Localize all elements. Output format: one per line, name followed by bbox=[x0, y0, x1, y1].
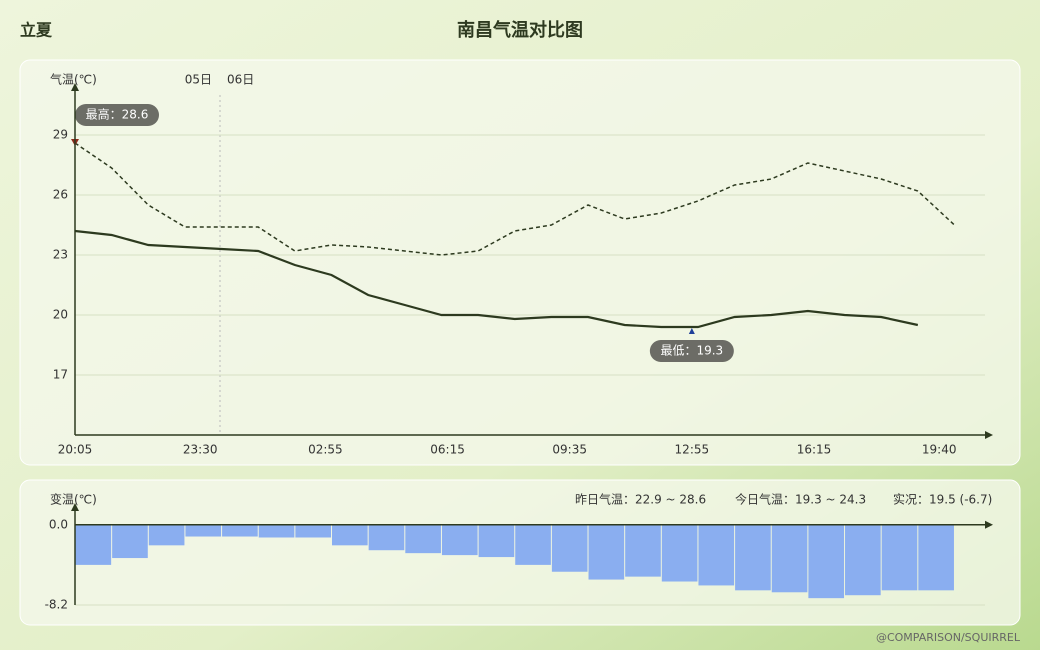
bar bbox=[625, 524, 661, 577]
bar bbox=[295, 524, 332, 538]
bar bbox=[808, 524, 845, 599]
bar bbox=[75, 524, 112, 565]
y-axis-arrow bbox=[71, 503, 79, 511]
date-label: 05日 bbox=[185, 73, 212, 87]
line-series bbox=[74, 142, 955, 256]
bar bbox=[441, 524, 478, 556]
bar bbox=[515, 524, 551, 565]
bar bbox=[551, 524, 588, 572]
annotation-label: 最低：19.3 bbox=[660, 344, 723, 358]
bar bbox=[698, 524, 735, 586]
bar bbox=[845, 524, 881, 596]
bar bbox=[881, 524, 918, 591]
x-tick-label: 20:05 bbox=[58, 443, 93, 457]
top-panel bbox=[19, 59, 1021, 466]
bar bbox=[405, 524, 441, 554]
watermark: @COMPARISON/SQUIRREL bbox=[876, 631, 1021, 644]
bar bbox=[332, 524, 368, 546]
x-tick-label: 19:40 bbox=[922, 443, 957, 457]
summary: 今日气温：19.3 ~ 24.3 bbox=[735, 492, 866, 507]
date-label: 06日 bbox=[227, 73, 254, 87]
header-left: 立夏 bbox=[20, 21, 53, 40]
x-axis-arrow bbox=[985, 431, 993, 439]
summary: 实况：19.5 (-6.7) bbox=[893, 492, 992, 507]
y-tick-label: 26 bbox=[53, 188, 68, 202]
bar bbox=[368, 524, 405, 551]
y-axis-title: 变温(℃) bbox=[50, 492, 97, 507]
bar bbox=[661, 524, 698, 582]
y-tick-label: 17 bbox=[53, 368, 68, 382]
annotation-box bbox=[75, 104, 159, 126]
y-axis-arrow bbox=[71, 83, 79, 91]
bar bbox=[735, 524, 771, 591]
x-tick-label: 23:30 bbox=[183, 443, 218, 457]
bar bbox=[258, 524, 295, 538]
bar bbox=[918, 524, 954, 591]
x-axis-arrow bbox=[985, 520, 993, 529]
header-title: 南昌气温对比图 bbox=[457, 19, 583, 41]
summary: 昨日气温：22.9 ~ 28.6 bbox=[575, 492, 706, 507]
x-tick-label: 12:55 bbox=[675, 443, 710, 457]
y-tick-label: -8.2 bbox=[45, 598, 68, 612]
x-tick-label: 02:55 bbox=[308, 443, 343, 457]
y-tick-label: 20 bbox=[53, 308, 68, 322]
bar bbox=[771, 524, 808, 593]
x-tick-label: 06:15 bbox=[430, 443, 465, 457]
line-series bbox=[74, 229, 919, 329]
bar bbox=[588, 524, 625, 580]
x-tick-label: 16:15 bbox=[797, 443, 832, 457]
bar bbox=[478, 524, 515, 558]
bar bbox=[112, 524, 148, 559]
bar bbox=[222, 524, 258, 537]
annotation-box bbox=[649, 340, 734, 362]
bar bbox=[185, 524, 222, 537]
y-tick-label: 29 bbox=[53, 128, 68, 142]
annotation-label: 最高：28.6 bbox=[86, 107, 149, 122]
y-axis-title: 气温(℃) bbox=[50, 72, 97, 87]
y-tick-label: 0.0 bbox=[49, 517, 68, 531]
extreme-marker bbox=[688, 328, 695, 334]
x-tick-label: 09:35 bbox=[552, 443, 587, 457]
y-tick-label: 23 bbox=[53, 248, 68, 262]
bar bbox=[148, 524, 185, 546]
